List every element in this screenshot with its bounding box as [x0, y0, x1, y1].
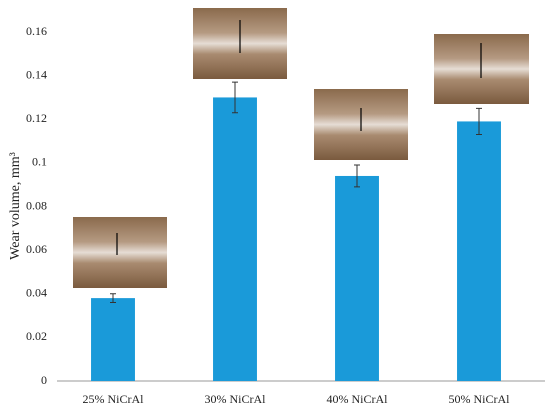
- error-bar: [476, 107, 482, 136]
- micrograph: [73, 217, 167, 288]
- micrograph: [314, 89, 408, 160]
- x-tick-label: 25% NiCrAl: [83, 392, 145, 406]
- bar: [91, 298, 135, 381]
- y-tick-label: 0.14: [26, 67, 47, 81]
- error-bar: [232, 81, 238, 114]
- y-tick-label: 0.16: [26, 24, 47, 38]
- bar: [335, 175, 379, 381]
- micrograph: [193, 8, 287, 79]
- y-tick-label: 0: [41, 373, 47, 387]
- x-tick-label: 50% NiCrAl: [449, 392, 511, 406]
- y-tick-label: 0.1: [32, 155, 47, 169]
- y-tick-label: 0.06: [26, 242, 47, 256]
- y-tick-label: 0.04: [26, 286, 47, 300]
- bar: [457, 121, 501, 382]
- x-tick-label: 30% NiCrAl: [205, 392, 267, 406]
- y-tick-label: 0.02: [26, 329, 47, 343]
- micrograph: [434, 34, 529, 104]
- error-bar: [110, 293, 116, 303]
- y-tick-label: 0.12: [26, 111, 47, 125]
- bar: [213, 97, 257, 381]
- error-bar: [354, 164, 360, 188]
- y-axis-label: Wear volume, mm³: [8, 152, 23, 260]
- y-tick-label: 0.08: [26, 198, 47, 212]
- x-tick-label: 40% NiCrAl: [327, 392, 389, 406]
